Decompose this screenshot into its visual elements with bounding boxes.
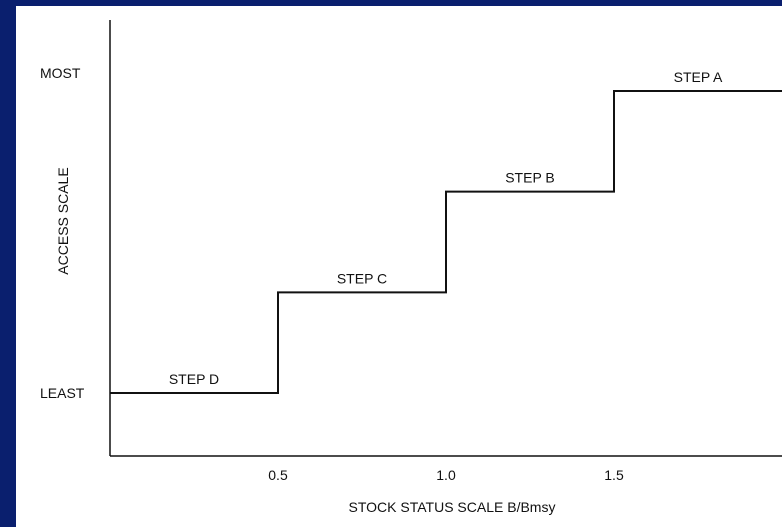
x-tick-label: 1.0: [436, 467, 456, 483]
step-series-line: [110, 90, 782, 394]
step-annotations: STEP D STEP C STEP B STEP A: [169, 69, 723, 387]
x-tick-label: 1.5: [604, 467, 624, 483]
step-annotation: STEP A: [674, 69, 723, 85]
x-axis-label: STOCK STATUS SCALE B/Bmsy: [349, 499, 556, 515]
y-tick-label: LEAST: [40, 385, 85, 401]
chart-panel: 0.5 1.0 1.5 LEAST MOST STEP D STEP C STEP B ST…: [16, 6, 782, 527]
x-tick-label: 0.5: [268, 467, 288, 483]
x-tick-labels: 0.5 1.0 1.5: [268, 467, 624, 483]
y-tick-labels: LEAST MOST: [40, 65, 85, 401]
y-tick-label: MOST: [40, 65, 81, 81]
step-annotation: STEP D: [169, 371, 219, 387]
step-annotation: STEP B: [505, 170, 555, 186]
step-annotation: STEP C: [337, 270, 387, 286]
y-axis-label: ACCESS SCALE: [55, 167, 71, 274]
